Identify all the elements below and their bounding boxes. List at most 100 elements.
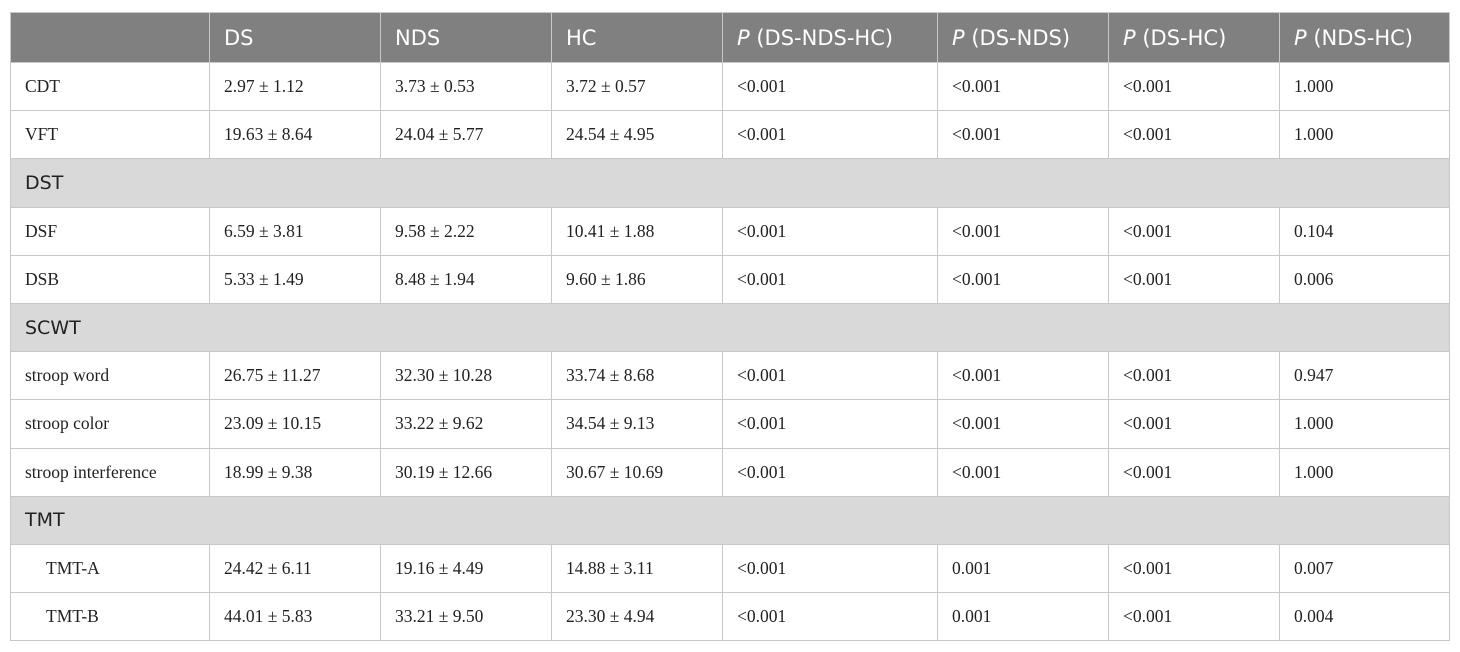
cell: 19.63 ± 8.64 [209,110,381,160]
cell: <0.001 [722,110,938,160]
cell: <0.001 [937,254,1109,304]
cell: <0.001 [1108,351,1280,401]
header-italic: P [1294,25,1307,50]
cell: 0.104 [1279,206,1450,256]
section-row: SCWT [10,302,1450,353]
cell: 6.59 ± 3.81 [209,206,381,256]
header-text: (NDS-HC) [1313,25,1413,50]
header-text: DS [224,25,254,50]
cell: 3.72 ± 0.57 [551,61,723,112]
cell: 24.04 ± 5.77 [380,110,552,160]
results-table: DS NDS HC P (DS-NDS-HC) P (DS-NDS) P (DS-HC) P… [10,12,1450,642]
header-cell: HC [551,12,723,63]
cell: <0.001 [1108,61,1280,112]
row-label: VFT [10,110,210,160]
cell: <0.001 [937,61,1109,112]
cell: 14.88 ± 3.11 [551,543,723,594]
cell: <0.001 [1108,543,1280,594]
section-label: SCWT [10,302,1450,353]
header-italic: P [737,25,750,50]
section-row: DST [10,158,1450,208]
cell: 10.41 ± 1.88 [551,206,723,256]
cell: 18.99 ± 9.38 [209,447,381,497]
data-row: stroop word 26.75 ± 11.27 32.30 ± 10.28 33.… [10,351,1450,401]
cell: 5.33 ± 1.49 [209,254,381,304]
cell: 9.58 ± 2.22 [380,206,552,256]
header-cell: P (DS-HC) [1108,12,1280,63]
cell: 23.09 ± 10.15 [209,399,381,449]
header-cell [10,12,210,63]
header-cell: P (NDS-HC) [1279,12,1450,63]
cell: 32.30 ± 10.28 [380,351,552,401]
section-row: TMT [10,495,1450,545]
cell: 33.22 ± 9.62 [380,399,552,449]
header-text: NDS [395,25,441,50]
cell: <0.001 [1108,399,1280,449]
data-row: DSB 5.33 ± 1.49 8.48 ± 1.94 9.60 ± 1.86 <0.0… [10,254,1450,304]
header-text: (DS-NDS-HC) [756,25,894,50]
row-label: stroop interference [10,447,210,497]
cell: 0.007 [1279,543,1450,594]
cell: 2.97 ± 1.12 [209,61,381,112]
cell: 26.75 ± 11.27 [209,351,381,401]
row-label: DSB [10,254,210,304]
cell: 23.30 ± 4.94 [551,592,723,642]
data-row: TMT-B 44.01 ± 5.83 33.21 ± 9.50 23.30 ± 4.9… [10,592,1450,642]
cell: 1.000 [1279,399,1450,449]
header-text: HC [566,25,597,50]
cell: <0.001 [937,447,1109,497]
cell: <0.001 [722,543,938,594]
cell: 24.54 ± 4.95 [551,110,723,160]
cell: <0.001 [1108,592,1280,642]
cell: <0.001 [937,110,1109,160]
cell: 19.16 ± 4.49 [380,543,552,594]
cell: 3.73 ± 0.53 [380,61,552,112]
cell: <0.001 [722,447,938,497]
cell: <0.001 [722,254,938,304]
section-label: TMT [10,495,1450,545]
header-italic: P [952,25,965,50]
cell: 24.42 ± 6.11 [209,543,381,594]
data-row: stroop interference 18.99 ± 9.38 30.19 ± 1… [10,447,1450,497]
table-body: CDT 2.97 ± 1.12 3.73 ± 0.53 3.72 ± 0.57 <0.0… [10,61,1450,642]
row-label: TMT-A [10,543,210,594]
cell: 0.004 [1279,592,1450,642]
data-row: stroop color 23.09 ± 10.15 33.22 ± 9.62 34.… [10,399,1450,449]
cell: <0.001 [1108,254,1280,304]
cell: <0.001 [937,206,1109,256]
cell: 1.000 [1279,447,1450,497]
section-label: DST [10,158,1450,208]
cell: 0.001 [937,543,1109,594]
data-row: DSF 6.59 ± 3.81 9.58 ± 2.22 10.41 ± 1.88 <0.… [10,206,1450,256]
cell: 9.60 ± 1.86 [551,254,723,304]
cell: <0.001 [937,351,1109,401]
row-label: CDT [10,61,210,112]
row-label: stroop word [10,351,210,401]
cell: <0.001 [722,351,938,401]
header-text: (DS-HC) [1142,25,1227,50]
row-label: DSF [10,206,210,256]
row-label: stroop color [10,399,210,449]
cell: 0.947 [1279,351,1450,401]
header-text: (DS-NDS) [971,25,1071,50]
cell: <0.001 [722,399,938,449]
table-header: DS NDS HC P (DS-NDS-HC) P (DS-NDS) P (DS-HC) P… [10,12,1450,63]
header-cell: DS [209,12,381,63]
cell: 33.21 ± 9.50 [380,592,552,642]
row-label: TMT-B [10,592,210,642]
cell: 8.48 ± 1.94 [380,254,552,304]
cell: <0.001 [722,592,938,642]
cell: 44.01 ± 5.83 [209,592,381,642]
cell: <0.001 [722,206,938,256]
cell: 1.000 [1279,110,1450,160]
data-row: VFT 19.63 ± 8.64 24.04 ± 5.77 24.54 ± 4.95 <… [10,110,1450,160]
cell: 33.74 ± 8.68 [551,351,723,401]
cell: <0.001 [1108,447,1280,497]
cell: 30.67 ± 10.69 [551,447,723,497]
cell: 0.006 [1279,254,1450,304]
data-row: CDT 2.97 ± 1.12 3.73 ± 0.53 3.72 ± 0.57 <0.0… [10,61,1450,112]
cell: 1.000 [1279,61,1450,112]
cell: 30.19 ± 12.66 [380,447,552,497]
cell: 34.54 ± 9.13 [551,399,723,449]
